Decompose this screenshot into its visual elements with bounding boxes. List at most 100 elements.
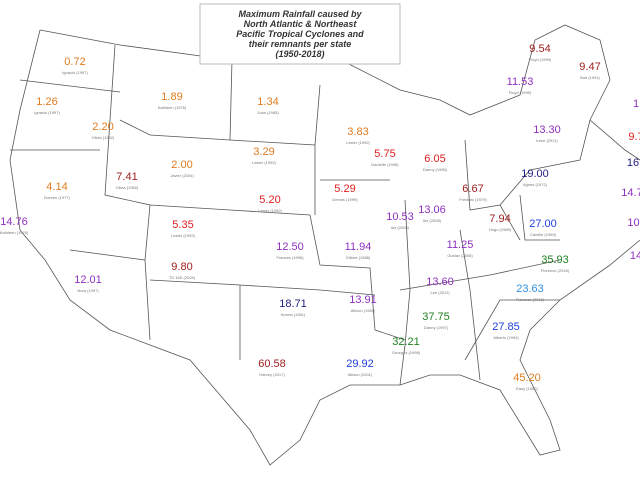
rainfall-value: 9.54 bbox=[529, 43, 550, 55]
rainfall-value: 1.89 bbox=[161, 91, 182, 103]
storm-name: Camille (1969) bbox=[530, 232, 557, 237]
storm-name: Alberto (1994) bbox=[493, 335, 519, 340]
title-line: North Atlantic & Northeast bbox=[244, 19, 358, 29]
storm-name: Olivia (1982) bbox=[116, 185, 139, 190]
rainfall-value: 13.60 bbox=[426, 276, 454, 288]
storm-name: Allison (1989) bbox=[351, 308, 376, 313]
title-line: Pacific Tropical Cyclones and bbox=[236, 29, 364, 39]
rainfall-value: 13.91 bbox=[349, 294, 377, 306]
storm-name: Javier (2004) bbox=[170, 173, 194, 178]
rainfall-value: 5.35 bbox=[172, 219, 193, 231]
rainfall-value: 7.94 bbox=[489, 213, 510, 225]
storm-name: Frederic (1979) bbox=[459, 197, 487, 202]
storm-name: Dennis (1999) bbox=[332, 197, 358, 202]
storm-name: Easy (1950) bbox=[516, 386, 538, 391]
rainfall-value: 13.06 bbox=[418, 204, 446, 216]
rainfall-value: 6.05 bbox=[424, 153, 445, 165]
storm-name: Juan (1985) bbox=[257, 110, 279, 115]
rainfall-value: 60.58 bbox=[258, 358, 286, 370]
rainfall-value: 1.34 bbox=[257, 96, 278, 108]
rainfall-value: 37.75 bbox=[422, 311, 450, 323]
storm-name: Agnes (1972) bbox=[523, 182, 548, 187]
rainfall-value: 23.63 bbox=[516, 283, 544, 295]
storm-name: Norma (1981) bbox=[281, 312, 306, 317]
rainfall-value: 9.80 bbox=[171, 261, 192, 273]
rainfall-value: 3.83 bbox=[347, 126, 368, 138]
rainfall-value: 13.30 bbox=[533, 124, 561, 136]
rainfall-value: 5.20 bbox=[259, 194, 280, 206]
rainfall-value: 5.29 bbox=[334, 183, 355, 195]
storm-name: Bob (1991) bbox=[580, 75, 600, 80]
storm-name: Danielle (1998) bbox=[371, 162, 399, 167]
rainfall-value: 0.72 bbox=[64, 56, 85, 68]
title-box bbox=[199, 3, 401, 65]
storm-name: Lester (1992) bbox=[171, 233, 195, 238]
rainfall-value: 5.75 bbox=[374, 148, 395, 160]
rainfall-value: 12.50 bbox=[276, 241, 304, 253]
rainfall-value: 2.20 bbox=[92, 121, 113, 133]
storm-name: Floyd (1999) bbox=[529, 57, 552, 62]
storm-name: Harvey (2017) bbox=[259, 372, 285, 377]
rainfall-value: 35.93 bbox=[541, 254, 569, 266]
rainfall-value: 6.67 bbox=[462, 183, 483, 195]
storm-name: Danny (1985) bbox=[423, 167, 448, 172]
rainfall-value: 11.94 bbox=[345, 241, 372, 253]
storm-name: Ike (2008) bbox=[423, 218, 442, 223]
rainfall-value: 29.92 bbox=[346, 358, 374, 370]
rainfall-value: 2.00 bbox=[171, 159, 192, 171]
rainfall-value: 16 bbox=[627, 157, 639, 169]
storm-name: Allison (2001) bbox=[348, 372, 373, 377]
borders bbox=[9, 24, 640, 466]
rainfall-value: 1 bbox=[633, 98, 639, 110]
storm-name: Olivia (1982) bbox=[92, 135, 115, 140]
storm-name: Lester (1992) bbox=[346, 140, 370, 145]
title-line: Maximum Rainfall caused by bbox=[238, 9, 362, 19]
storm-name: TD 16E (2004) bbox=[169, 275, 196, 280]
rainfall-value: 32.21 bbox=[392, 336, 420, 348]
rainfall-value: 11.53 bbox=[507, 76, 534, 88]
rainfall-value: 12.01 bbox=[74, 274, 102, 286]
rainfall-value: 45.20 bbox=[513, 372, 541, 384]
rainfall-value: 27.00 bbox=[529, 218, 557, 230]
storm-name: Lester (1992) bbox=[252, 160, 276, 165]
rainfall-value: 14.7 bbox=[621, 187, 640, 199]
rainfall-value: 18.71 bbox=[279, 298, 307, 310]
rainfall-value: 14 bbox=[630, 250, 640, 262]
storm-name: Gilbert (1988) bbox=[346, 255, 371, 260]
storm-name: Hugo (1989) bbox=[489, 227, 512, 232]
storm-name: Ignacio (1997) bbox=[34, 110, 60, 115]
storm-name: Nora (1997) bbox=[77, 288, 99, 293]
storm-name: Ignacio (1997) bbox=[62, 70, 88, 75]
storm-name: Doreen (1977) bbox=[44, 195, 70, 200]
storm-name: Ike (2008) bbox=[391, 225, 410, 230]
rainfall-value: 4.14 bbox=[46, 181, 67, 193]
rainfall-value: 7.41 bbox=[116, 171, 137, 183]
rainfall-value: 3.29 bbox=[253, 146, 274, 158]
rainfall-value: 9.7 bbox=[628, 131, 640, 143]
rainfall-value: 10.53 bbox=[386, 211, 414, 223]
storm-name: Irene (2011) bbox=[536, 138, 558, 143]
storm-name: Georges (1998) bbox=[392, 350, 421, 355]
storm-name: Florence (2018) bbox=[516, 297, 545, 302]
rainfall-value: 11.25 bbox=[447, 239, 474, 251]
title-line: their remnants per state bbox=[249, 39, 352, 49]
state-labels: 0.72 Ignacio (1997) 1.26 Ignacio (1997) 1.89… bbox=[0, 43, 640, 391]
rainfall-value: 10. bbox=[627, 217, 640, 229]
storm-name: Lester (1992) bbox=[258, 208, 282, 213]
storm-name: Kathleen (1976) bbox=[0, 230, 29, 235]
rainfall-value: 9.47 bbox=[579, 61, 600, 73]
rainfall-value: 14.76 bbox=[0, 216, 28, 228]
rainfall-value: 19.00 bbox=[521, 168, 549, 180]
storm-name: Frances (1998) bbox=[276, 255, 304, 260]
storm-name: Gustav (2008) bbox=[447, 253, 473, 258]
title-line: (1950-2018) bbox=[275, 49, 324, 59]
storm-name: Florence (2018) bbox=[541, 268, 570, 273]
storm-name: Floyd (1999) bbox=[509, 90, 532, 95]
storm-name: Lee (2011) bbox=[430, 290, 450, 295]
rainfall-value: 1.26 bbox=[36, 96, 57, 108]
storm-name: Kathleen (1976) bbox=[158, 105, 187, 110]
storm-name: Danny (1997) bbox=[424, 325, 449, 330]
rainfall-value: 27.85 bbox=[492, 321, 520, 333]
